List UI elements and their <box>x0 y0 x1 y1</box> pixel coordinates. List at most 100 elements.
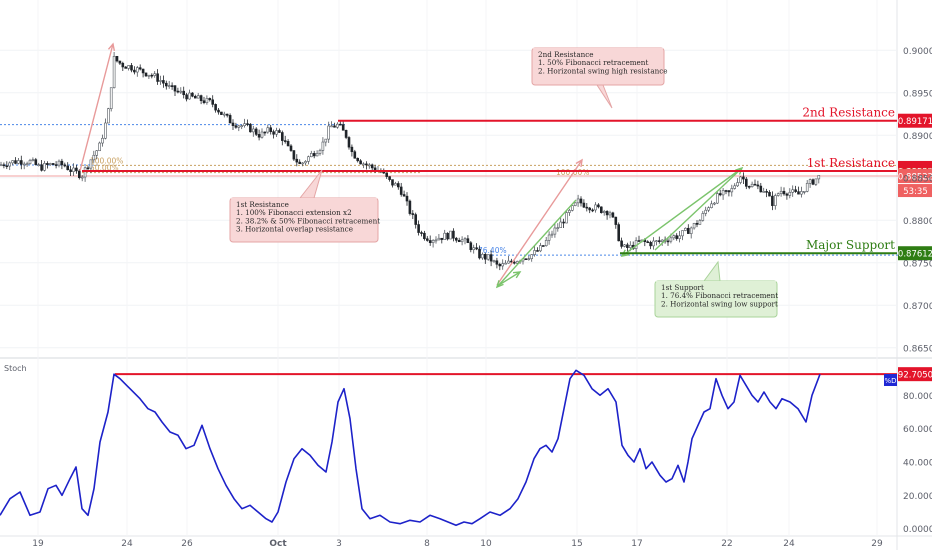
price-candle-body <box>417 224 420 233</box>
price-candle-body <box>347 137 351 148</box>
price-candle-body <box>469 242 473 250</box>
price-candle-body <box>773 195 777 206</box>
price-candle-body <box>428 240 432 244</box>
price-candle-body <box>107 108 110 124</box>
fibonacci-lines: 100.00%50.00%100.00%76.40% <box>0 124 898 256</box>
annotation-pointer <box>596 84 613 109</box>
price-candle-body <box>286 141 290 147</box>
price-candle-body <box>533 250 536 255</box>
price-candle-body <box>669 237 673 242</box>
time-axis: 19 24 26 Oct 3 8 10 15 17 22 24 29 <box>32 539 883 549</box>
annotation-pointer <box>703 260 721 282</box>
price-candle-body <box>321 141 325 151</box>
price-candle-body <box>101 137 104 144</box>
price-candle-body <box>220 111 223 115</box>
price-candle-body <box>5 165 9 168</box>
current-price-text: 0.88522 <box>898 173 932 183</box>
price-candle-body <box>263 131 267 134</box>
price-candle-body <box>573 202 577 206</box>
price-candle-body <box>701 213 705 221</box>
price-candle-body <box>727 190 731 193</box>
price-candle-body <box>34 159 38 165</box>
price-candle-body <box>19 160 23 165</box>
stoch-tick-label: 80.0000 <box>903 392 932 402</box>
price-candle-body <box>396 183 400 188</box>
price-candle-body <box>527 258 531 260</box>
price-candle-body <box>330 125 333 128</box>
price-candle-body <box>744 178 748 187</box>
price-candle-body <box>344 129 348 138</box>
price-candle-body <box>475 247 478 250</box>
price-candle-body <box>765 191 768 193</box>
price-candle-body <box>623 244 626 247</box>
stoch-tick-label: 40.0000 <box>903 459 932 469</box>
price-candle-body <box>57 160 61 166</box>
price-candle-body <box>388 176 391 180</box>
trend-arrows <box>79 42 744 289</box>
price-candle-body <box>504 262 507 265</box>
price-candle-body <box>272 131 275 135</box>
price-candle-body <box>597 204 600 208</box>
price-candle-body <box>556 227 560 229</box>
price-candle-body <box>170 85 174 87</box>
price-candle-body <box>649 241 652 247</box>
price-candle-body <box>312 153 316 157</box>
price-candle-body <box>472 247 476 250</box>
price-candle-body <box>121 62 125 68</box>
level-name: 1st Resistance <box>807 156 895 170</box>
level-price-badge <box>898 113 932 128</box>
price-candle-body <box>194 95 197 99</box>
swing-arrow-green-1-head <box>512 271 522 279</box>
price-candle-body <box>684 227 687 231</box>
price-candle-body <box>733 185 737 189</box>
price-candle-body <box>252 128 255 133</box>
price-candle-body <box>141 68 145 74</box>
price-candle-body <box>147 74 151 77</box>
price-candle-body <box>156 73 159 82</box>
price-candle-body <box>576 198 580 204</box>
level-price-text: 0.89171 <box>898 117 932 127</box>
time-tick-label: 15 <box>571 539 582 549</box>
price-candle-body <box>86 167 90 170</box>
price-candle-body <box>208 98 212 101</box>
price-candle-body <box>80 176 84 179</box>
fib-extension-arrow-2-head <box>575 158 583 168</box>
time-tick-label: 24 <box>121 539 133 549</box>
fib-label: 50.00% <box>90 164 119 173</box>
price-candle-body <box>173 85 177 92</box>
level-name: 2nd Resistance <box>802 106 895 120</box>
price-candle-body <box>48 163 52 165</box>
price-candle-body <box>713 202 716 205</box>
price-candle-body <box>794 189 797 192</box>
price-candle-body <box>292 150 296 160</box>
price-candle-body <box>637 240 641 242</box>
price-candle-body <box>69 169 72 172</box>
time-tick-label: 10 <box>480 539 492 549</box>
price-candle-body <box>594 204 597 211</box>
price-candle-body <box>275 130 278 135</box>
price-candle-body <box>309 153 313 158</box>
price-candle-body <box>133 69 136 73</box>
price-candle-body <box>75 167 78 172</box>
price-candle-body <box>660 239 664 242</box>
price-candle-body <box>449 230 452 240</box>
price-candle-body <box>672 235 676 239</box>
price-candle-body <box>269 127 273 132</box>
price-candle-body <box>237 125 241 128</box>
price-candle-body <box>92 154 96 161</box>
price-candle-body <box>40 164 43 171</box>
price-candle-body <box>695 223 699 225</box>
price-candle-body <box>544 240 548 247</box>
price-candle-body <box>605 210 609 216</box>
price-candle-body <box>628 244 632 248</box>
price-candle-body <box>707 207 710 211</box>
price-candle-body <box>591 209 594 212</box>
fib-label: 100.00% <box>90 156 123 165</box>
